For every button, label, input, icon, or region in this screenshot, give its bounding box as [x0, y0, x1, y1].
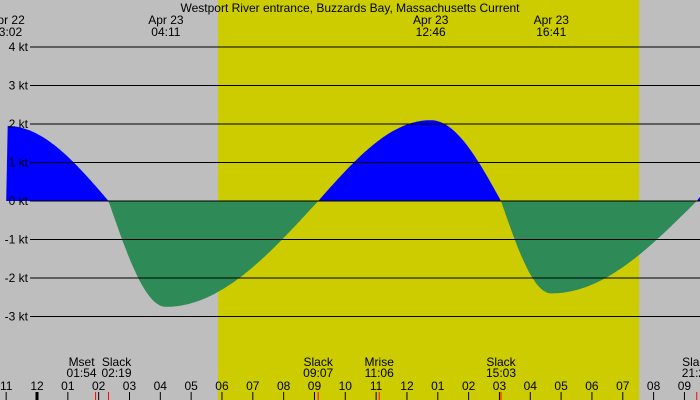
- x-tick-label: 05: [184, 379, 198, 393]
- event-time-label: 21:24: [682, 366, 700, 380]
- x-tick-label: 05: [554, 379, 568, 393]
- event-name-label: Slack: [486, 355, 516, 369]
- top-time-label: 23:02: [0, 25, 22, 39]
- x-tick-label: 07: [246, 379, 260, 393]
- top-time-label: 16:41: [536, 25, 566, 39]
- x-tick-label: 02: [462, 379, 476, 393]
- x-tick-label: 08: [277, 379, 291, 393]
- x-tick-label: 10: [339, 379, 353, 393]
- top-date-label: Apr 22: [0, 13, 25, 27]
- chart-title: Westport River entrance, Buzzards Bay, M…: [180, 1, 520, 15]
- top-date-label: Apr 23: [148, 13, 184, 27]
- event-name-label: Mset: [69, 355, 96, 369]
- event-time-label: 09:07: [303, 366, 333, 380]
- x-tick-label: 11: [0, 379, 13, 393]
- ebb-area: [0, 201, 700, 307]
- top-date-label: Apr 23: [413, 13, 449, 27]
- y-tick-label: 3 kt: [9, 79, 29, 93]
- x-tick-label: 04: [154, 379, 168, 393]
- event-time-label: 11:06: [365, 366, 394, 380]
- event-name-label: Slack: [682, 355, 700, 369]
- event-time-label: 15:03: [486, 366, 516, 380]
- x-tick-label: 03: [493, 379, 507, 393]
- x-tick-label: 01: [431, 379, 445, 393]
- x-tick-label: 04: [524, 379, 538, 393]
- y-tick-label: 0 kt: [9, 194, 29, 208]
- x-tick-label: 02: [92, 379, 106, 393]
- x-tick-label: 03: [123, 379, 137, 393]
- event-name-label: Slack: [102, 355, 132, 369]
- top-time-label: 12:46: [416, 25, 446, 39]
- top-date-label: Apr 23: [534, 13, 570, 27]
- y-tick-label: 4 kt: [9, 40, 29, 54]
- x-tick-label: 08: [647, 379, 661, 393]
- y-tick-label: -3 kt: [5, 310, 29, 324]
- x-tick-label: 09: [678, 379, 692, 393]
- event-time-label: 01:54: [67, 366, 97, 380]
- x-tick-label: 07: [616, 379, 630, 393]
- x-tick-label: 01: [61, 379, 75, 393]
- top-time-label: 04:11: [151, 25, 180, 39]
- x-tick-label: 12: [400, 379, 414, 393]
- y-tick-label: -2 kt: [5, 271, 29, 285]
- x-tick-label: 06: [215, 379, 229, 393]
- x-tick-label: 11: [370, 379, 383, 393]
- flood-area: [0, 120, 700, 201]
- x-tick-label: 06: [585, 379, 599, 393]
- event-time-label: 02:19: [102, 366, 132, 380]
- y-tick-label: 2 kt: [9, 117, 29, 131]
- x-tick-label: 09: [308, 379, 322, 393]
- x-tick-label: 12: [30, 379, 44, 393]
- y-tick-label: 1 kt: [9, 156, 29, 170]
- event-name-label: Mrise: [365, 355, 395, 369]
- event-name-label: Slack: [303, 355, 333, 369]
- y-tick-label: -1 kt: [5, 233, 29, 247]
